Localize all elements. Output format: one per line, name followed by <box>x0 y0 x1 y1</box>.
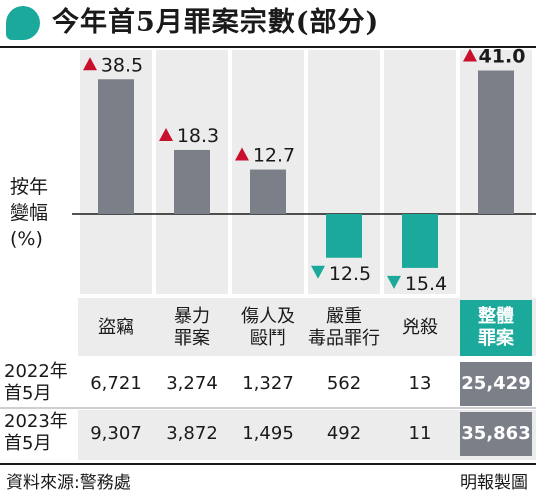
up-arrow-icon <box>235 147 249 161</box>
row-label-line: 首5月 <box>4 383 52 404</box>
total-header-cell: 整體 罪案 <box>460 300 532 356</box>
header-text: 傷人及 <box>241 306 295 327</box>
value-cell: 1,327 <box>242 373 294 394</box>
header-text: 整體 <box>478 306 514 327</box>
total-value-cell: 25,429 <box>460 362 532 406</box>
y-axis-label: 按年 變幅 (%) <box>10 174 70 252</box>
up-arrow-icon <box>463 48 477 62</box>
row-label-line: 首5月 <box>4 433 52 454</box>
value-cell: 562 <box>326 373 362 394</box>
header-cell: 傷人及 毆鬥 <box>232 300 304 356</box>
data-label: 12.7 <box>253 145 295 167</box>
down-arrow-icon <box>311 265 325 279</box>
credit-note: 明報製圖 <box>460 473 528 493</box>
speech-bubble-icon <box>6 6 40 40</box>
data-label: 41.0 <box>479 46 526 68</box>
data-label: 18.3 <box>177 125 219 147</box>
down-arrow-icon <box>387 275 401 289</box>
value-cell: 3,872 <box>166 423 218 444</box>
value-cell: 13 <box>408 373 432 394</box>
up-arrow-icon <box>159 127 173 141</box>
source-note: 資料來源:警務處 <box>6 473 131 493</box>
header-text: 嚴重 <box>326 306 362 327</box>
header-cell: 暴力 罪案 <box>156 300 228 356</box>
row-background <box>78 359 536 407</box>
total-value-cell: 35,863 <box>460 412 532 456</box>
header-text: 暴力 <box>174 306 210 327</box>
value-cell: 492 <box>326 423 362 444</box>
y-axis-label-line: 按年 <box>10 176 49 198</box>
header-text: 兇殺 <box>402 317 438 338</box>
title-row: 今年首5月罪案宗數(部分) <box>0 0 536 46</box>
value-cell: 1,495 <box>242 423 294 444</box>
value-cell: 6,721 <box>90 373 142 394</box>
bar <box>250 169 286 214</box>
bar <box>402 214 438 268</box>
data-label: 12.5 <box>329 263 371 285</box>
header-row-background <box>78 298 536 356</box>
data-label: 38.5 <box>101 54 143 76</box>
header-text: 罪案 <box>478 328 514 349</box>
bar-chart: 38.5 18.3 12.7 12.5 15.4 41.0 <box>72 46 536 295</box>
bar <box>478 70 514 214</box>
header-cell: 盜竊 <box>80 300 152 356</box>
value-cell: 3,274 <box>166 373 218 394</box>
row-label-line: 2022年 <box>4 361 68 382</box>
header-cell: 兇殺 <box>384 300 456 356</box>
header-text: 毆鬥 <box>250 328 286 349</box>
chart-title: 今年首5月罪案宗數(部分) <box>52 7 380 38</box>
y-axis-label-line: 變幅 <box>10 202 49 224</box>
up-arrow-icon <box>83 57 97 71</box>
data-label: 15.4 <box>405 273 447 295</box>
header-text: 罪案 <box>174 328 210 349</box>
y-axis-label-line: (%) <box>10 228 43 250</box>
header-text: 毒品罪行 <box>308 328 380 349</box>
value-cell: 9,307 <box>90 423 142 444</box>
bar <box>174 149 210 214</box>
row-label: 2022年 首5月 <box>4 361 76 405</box>
header-text: 盜竊 <box>98 317 134 338</box>
row-label: 2023年 首5月 <box>4 411 76 455</box>
row-label-line: 2023年 <box>4 411 68 432</box>
header-cell: 嚴重 毒品罪行 <box>308 300 380 356</box>
bar <box>326 214 362 258</box>
title-divider <box>0 46 536 48</box>
footer-divider <box>0 463 536 465</box>
row-divider <box>0 407 536 409</box>
bar <box>98 79 134 214</box>
value-cell: 11 <box>408 423 432 444</box>
row-background <box>78 410 536 460</box>
